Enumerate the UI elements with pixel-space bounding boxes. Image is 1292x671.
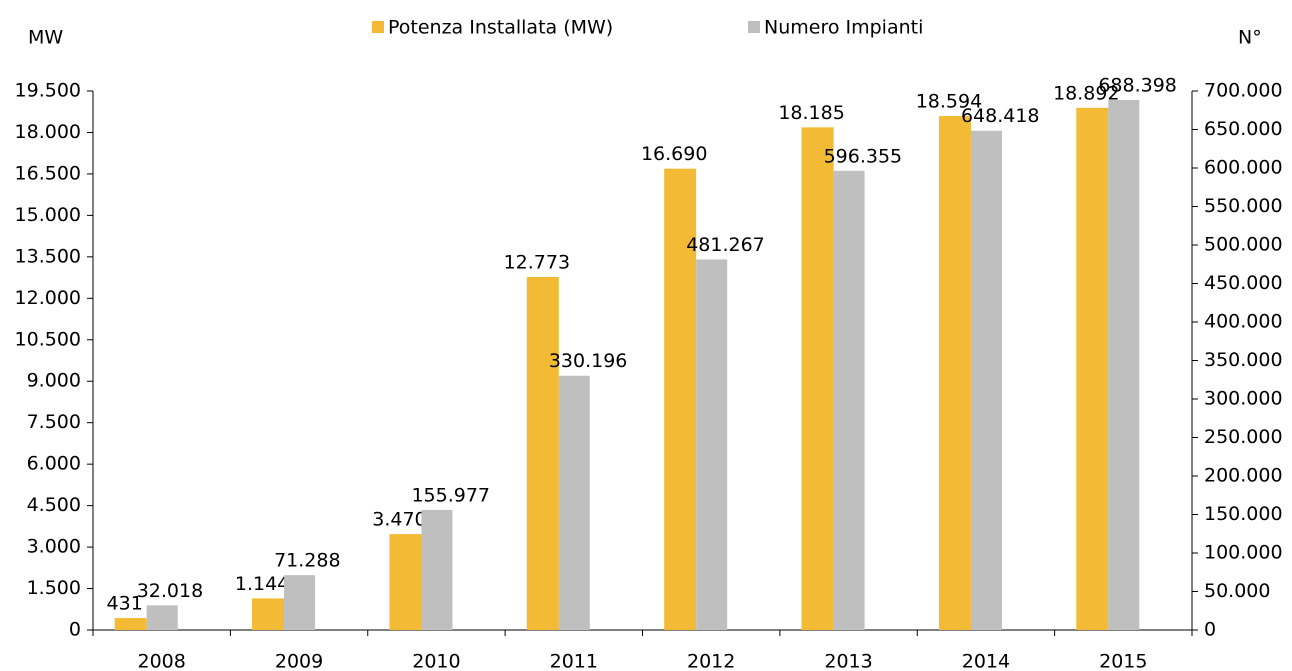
y2-tick-label: 50.000: [1204, 580, 1270, 602]
value-label: 596.355: [824, 145, 903, 167]
y-axis-label: MW: [28, 27, 63, 49]
value-label: 1.144: [235, 573, 289, 595]
value-label: 18.185: [778, 102, 844, 124]
y2-tick-label: 0: [1204, 619, 1216, 641]
y2-tick-label: 200.000: [1204, 465, 1283, 487]
y-tick-label: 12.000: [15, 287, 81, 309]
value-label: 155.977: [411, 484, 490, 506]
y2-tick-label: 150.000: [1204, 503, 1283, 525]
y-tick-label: 1.500: [27, 577, 81, 599]
bar: [664, 168, 697, 631]
value-label: 688.398: [1098, 74, 1177, 96]
y-tick-label: 13.500: [15, 245, 81, 267]
x-tick-label: 2014: [962, 651, 1010, 671]
x-tick-label: 2009: [275, 651, 323, 671]
bar: [938, 116, 971, 630]
value-label: 330.196: [549, 350, 628, 372]
y-tick-label: 18.000: [15, 121, 81, 143]
bar: [833, 170, 865, 631]
y2-tick-label: 300.000: [1204, 388, 1283, 410]
value-label: 12.773: [504, 251, 570, 273]
y2-tick-label: 450.000: [1204, 272, 1283, 294]
y-tick-label: 3.000: [27, 536, 81, 558]
y2-tick-label: 350.000: [1204, 349, 1283, 371]
bar: [421, 509, 453, 630]
bar: [114, 618, 147, 630]
y-tick-label: 4.500: [27, 494, 81, 516]
y-tick-label: 9.000: [27, 370, 81, 392]
y-tick-label: 7.500: [27, 411, 81, 433]
legend-swatch: [372, 21, 384, 33]
y-tick-label: 15.000: [15, 204, 81, 226]
y2-tick-label: 250.000: [1204, 426, 1283, 448]
value-label: 3.470: [372, 509, 426, 531]
x-tick-label: 2015: [1099, 651, 1147, 671]
value-label: 18.594: [916, 91, 982, 113]
y-tick-label: 19.500: [15, 80, 81, 102]
x-tick-label: 2012: [687, 651, 735, 671]
legend-label: Potenza Installata (MW): [388, 17, 613, 39]
bar: [526, 276, 559, 630]
bar: [801, 127, 834, 630]
value-label: 481.267: [686, 234, 765, 256]
bar: [146, 605, 178, 630]
y-tick-label: 10.500: [15, 328, 81, 350]
bar: [970, 130, 1002, 630]
x-tick-label: 2010: [412, 651, 460, 671]
y2-tick-label: 700.000: [1204, 80, 1283, 102]
value-label: 431: [107, 593, 143, 615]
bar: [1076, 107, 1109, 631]
value-label: 648.418: [961, 105, 1040, 127]
bar: [696, 259, 728, 630]
y2-tick-label: 650.000: [1204, 118, 1283, 140]
y-tick-label: 6.000: [27, 453, 81, 475]
y2-tick-label: 400.000: [1204, 311, 1283, 333]
y2-tick-label: 100.000: [1204, 542, 1283, 564]
value-label: 18.892: [1053, 82, 1119, 104]
y2-tick-label: 600.000: [1204, 157, 1283, 179]
legend-label: Numero Impianti: [764, 17, 923, 39]
y2-tick-label: 500.000: [1204, 234, 1283, 256]
y-tick-label: 16.500: [15, 162, 81, 184]
value-label: 16.690: [641, 143, 707, 165]
bar: [284, 575, 316, 630]
bar: [558, 375, 590, 630]
y2-axis-label: N°: [1238, 27, 1262, 49]
x-tick-label: 2013: [824, 651, 872, 671]
bar: [389, 534, 422, 630]
bar: [1108, 99, 1140, 631]
y-tick-label: 0: [69, 619, 81, 641]
value-label: 71.288: [274, 550, 340, 572]
x-tick-label: 2008: [138, 651, 186, 671]
x-tick-label: 2011: [550, 651, 598, 671]
legend-swatch: [748, 21, 760, 33]
value-label: 32.018: [137, 580, 203, 602]
y2-tick-label: 550.000: [1204, 195, 1283, 217]
bar: [252, 598, 285, 630]
